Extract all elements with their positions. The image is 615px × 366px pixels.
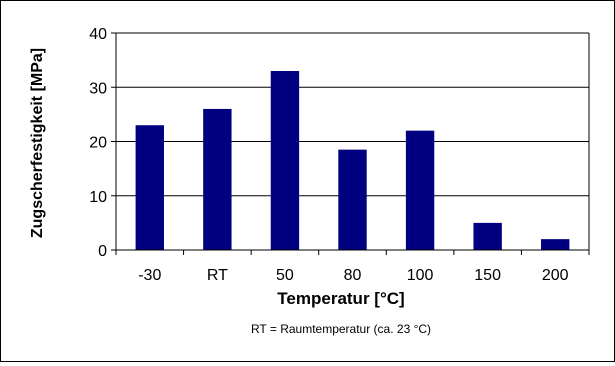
x-tick-label: -30 <box>138 267 161 284</box>
axes <box>111 32 590 255</box>
bar-RT <box>203 108 232 250</box>
x-axis-label: Temperatur [°C] <box>277 289 404 308</box>
y-tick-label: 40 <box>89 26 107 43</box>
y-tick-label: 20 <box>89 135 107 152</box>
x-tick-label: RT <box>207 267 228 284</box>
bar--30 <box>135 125 164 250</box>
bar-200 <box>541 239 570 250</box>
x-tick-label: 150 <box>474 267 501 284</box>
y-tick-label: 0 <box>98 243 107 260</box>
y-axis-label: Zugscherfestigkeit [MPa] <box>29 48 46 238</box>
bar-150 <box>473 222 502 250</box>
bar-50 <box>270 70 300 250</box>
bar-80 <box>338 149 367 250</box>
bars <box>135 70 570 250</box>
x-tick-label: 80 <box>344 267 362 284</box>
x-tick-label: 100 <box>407 267 434 284</box>
bar-100 <box>405 130 435 250</box>
x-tick-label: 200 <box>542 267 569 284</box>
annotation-note: RT = Raumtemperatur (ca. 23 °C) <box>251 322 431 336</box>
y-tick-label: 30 <box>89 80 107 97</box>
tick-labels: 0 10 20 30 40 -30 RT 50 80 100 150 200 <box>89 26 568 284</box>
y-tick-label: 10 <box>89 189 107 206</box>
x-tick-label: 50 <box>276 267 294 284</box>
